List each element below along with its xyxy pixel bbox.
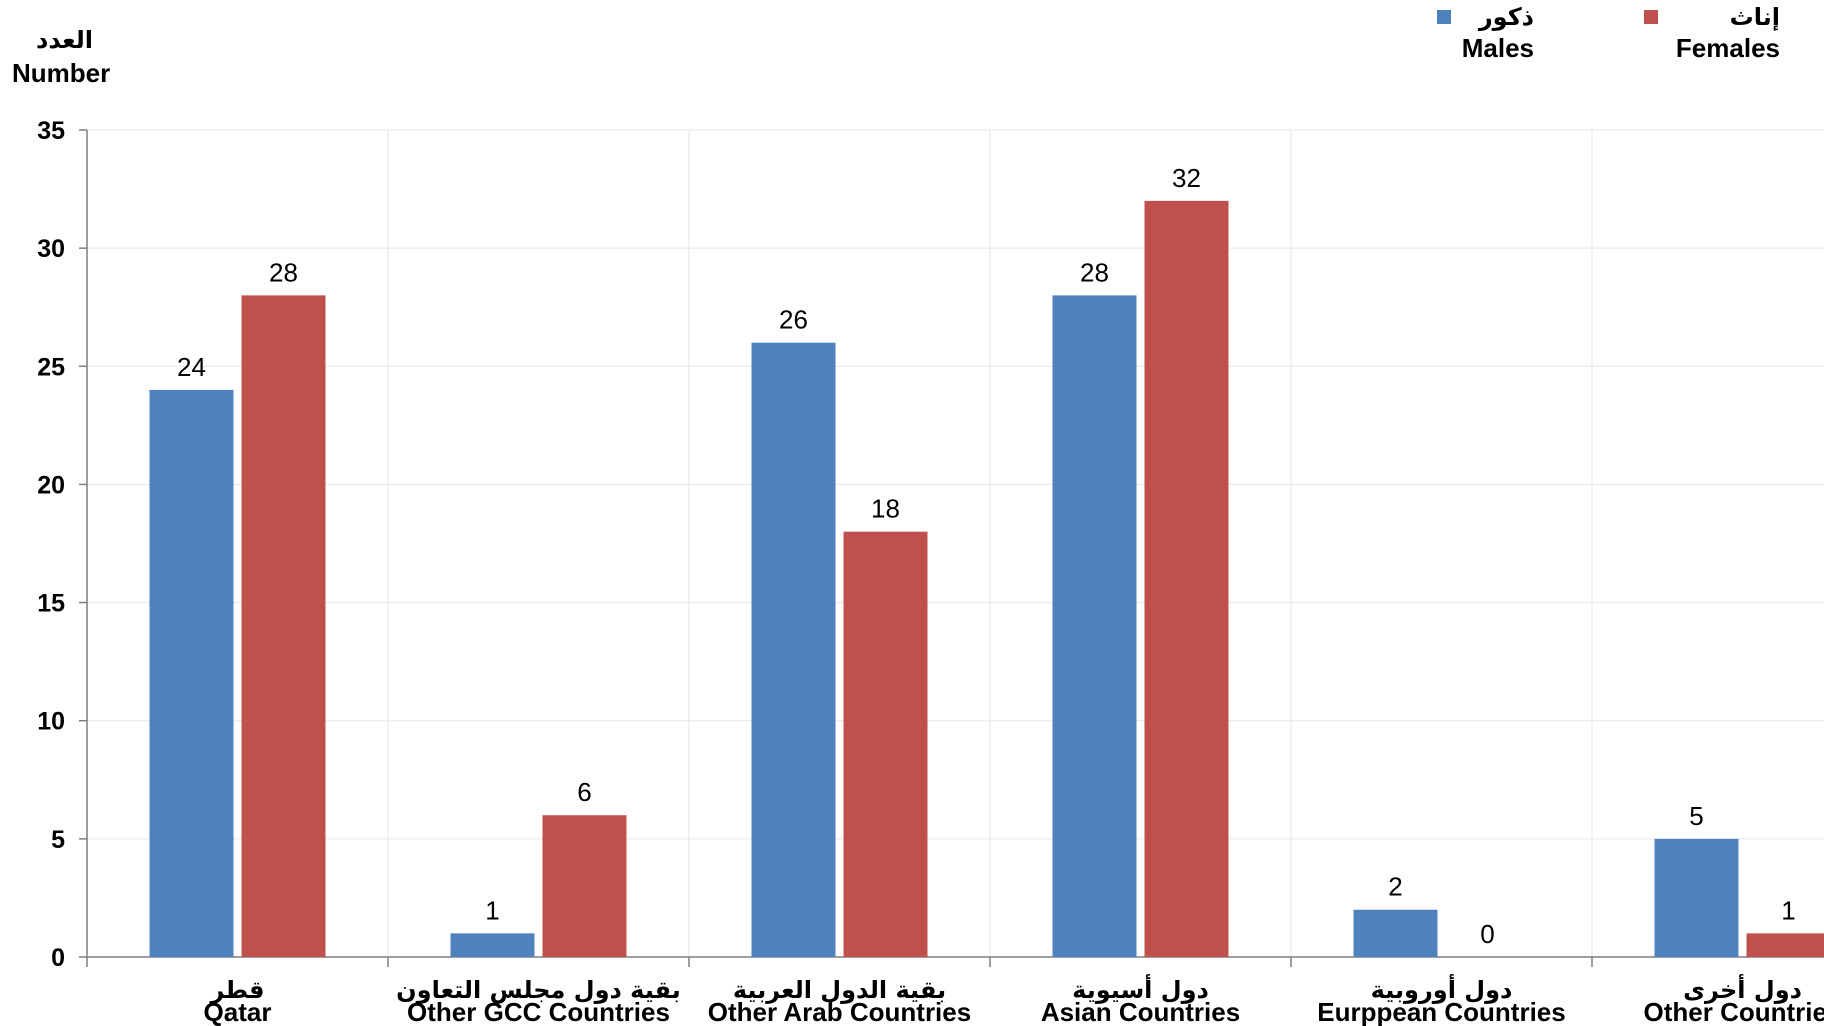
data-label-males-1: 1 [485,895,499,925]
x-tick-label-arabic-5: دول أخرى [1683,974,1802,1004]
bar-females-2 [843,531,928,957]
x-tick-label-arabic-3: دول أسيوية [1072,974,1209,1004]
bar-females-5 [1746,933,1824,957]
data-label-females-2: 18 [871,494,900,524]
bar-females-1 [542,815,627,957]
legend-item-males: ذكور Males [1450,4,1534,64]
x-tick-label-arabic-1: بقية دول مجلس التعاون [396,976,681,1004]
data-label-females-3: 32 [1172,163,1201,193]
y-tick-label-6: 30 [37,235,65,263]
legend-label-males-english: Males [1461,33,1534,63]
y-tick-label-2: 10 [37,708,65,736]
data-label-females-5: 1 [1781,895,1795,925]
legend-item-females: إناث Females [1650,4,1780,64]
data-label-females-1: 6 [577,777,591,807]
bar-males-2 [751,342,836,958]
y-tick-label-0: 0 [51,944,65,972]
bar-females-3 [1144,200,1229,957]
legend-label-females-english: Females [1675,33,1780,63]
x-tick-label-english-3: Asian Countries [1041,997,1240,1026]
bar-males-0 [149,389,234,957]
x-tick-label-arabic-2: بقية الدول العربية [733,976,946,1004]
data-label-males-4: 2 [1388,872,1402,902]
x-tick-label-arabic-4: دول أوروبية [1371,974,1513,1004]
x-tick-label-english-1: Other GCC Countries [407,997,670,1026]
legend-label-females-arabic: إناث [1729,4,1780,31]
data-label-males-3: 28 [1080,257,1109,287]
x-tick-label-english-5: Other Countries [1644,997,1824,1026]
x-tick-label-english-0: Qatar [204,997,272,1026]
data-label-females-4: 0 [1480,919,1494,949]
bar-males-3 [1052,295,1137,957]
data-label-females-0: 28 [269,257,298,287]
data-label-males-2: 26 [779,305,808,335]
x-tick-label-arabic-0: قطر [209,976,264,1004]
data-label-males-0: 24 [177,352,206,382]
y-tick-label-1: 5 [51,826,65,854]
y-tick-label-7: 35 [37,117,65,145]
data-label-males-5: 5 [1689,801,1703,831]
plot-area [87,130,1824,957]
bar-males-1 [450,933,535,957]
x-tick-label-english-2: Other Arab Countries [708,997,971,1026]
y-tick-label-4: 20 [37,471,65,499]
legend-swatch-males [1437,10,1451,24]
bar-males-5 [1654,838,1739,957]
y-axis-title-arabic: العدد [36,27,93,54]
legend-label-males-arabic: ذكور [1478,4,1534,31]
y-axis-title-english: Number [12,58,111,88]
y-tick-label-5: 25 [37,353,65,381]
x-tick-label-english-4: Eurppean Countries [1317,997,1565,1026]
bar-males-4 [1353,909,1438,957]
legend-swatch-females [1644,10,1658,24]
y-tick-label-3: 15 [37,590,65,618]
bar-females-0 [241,295,326,957]
